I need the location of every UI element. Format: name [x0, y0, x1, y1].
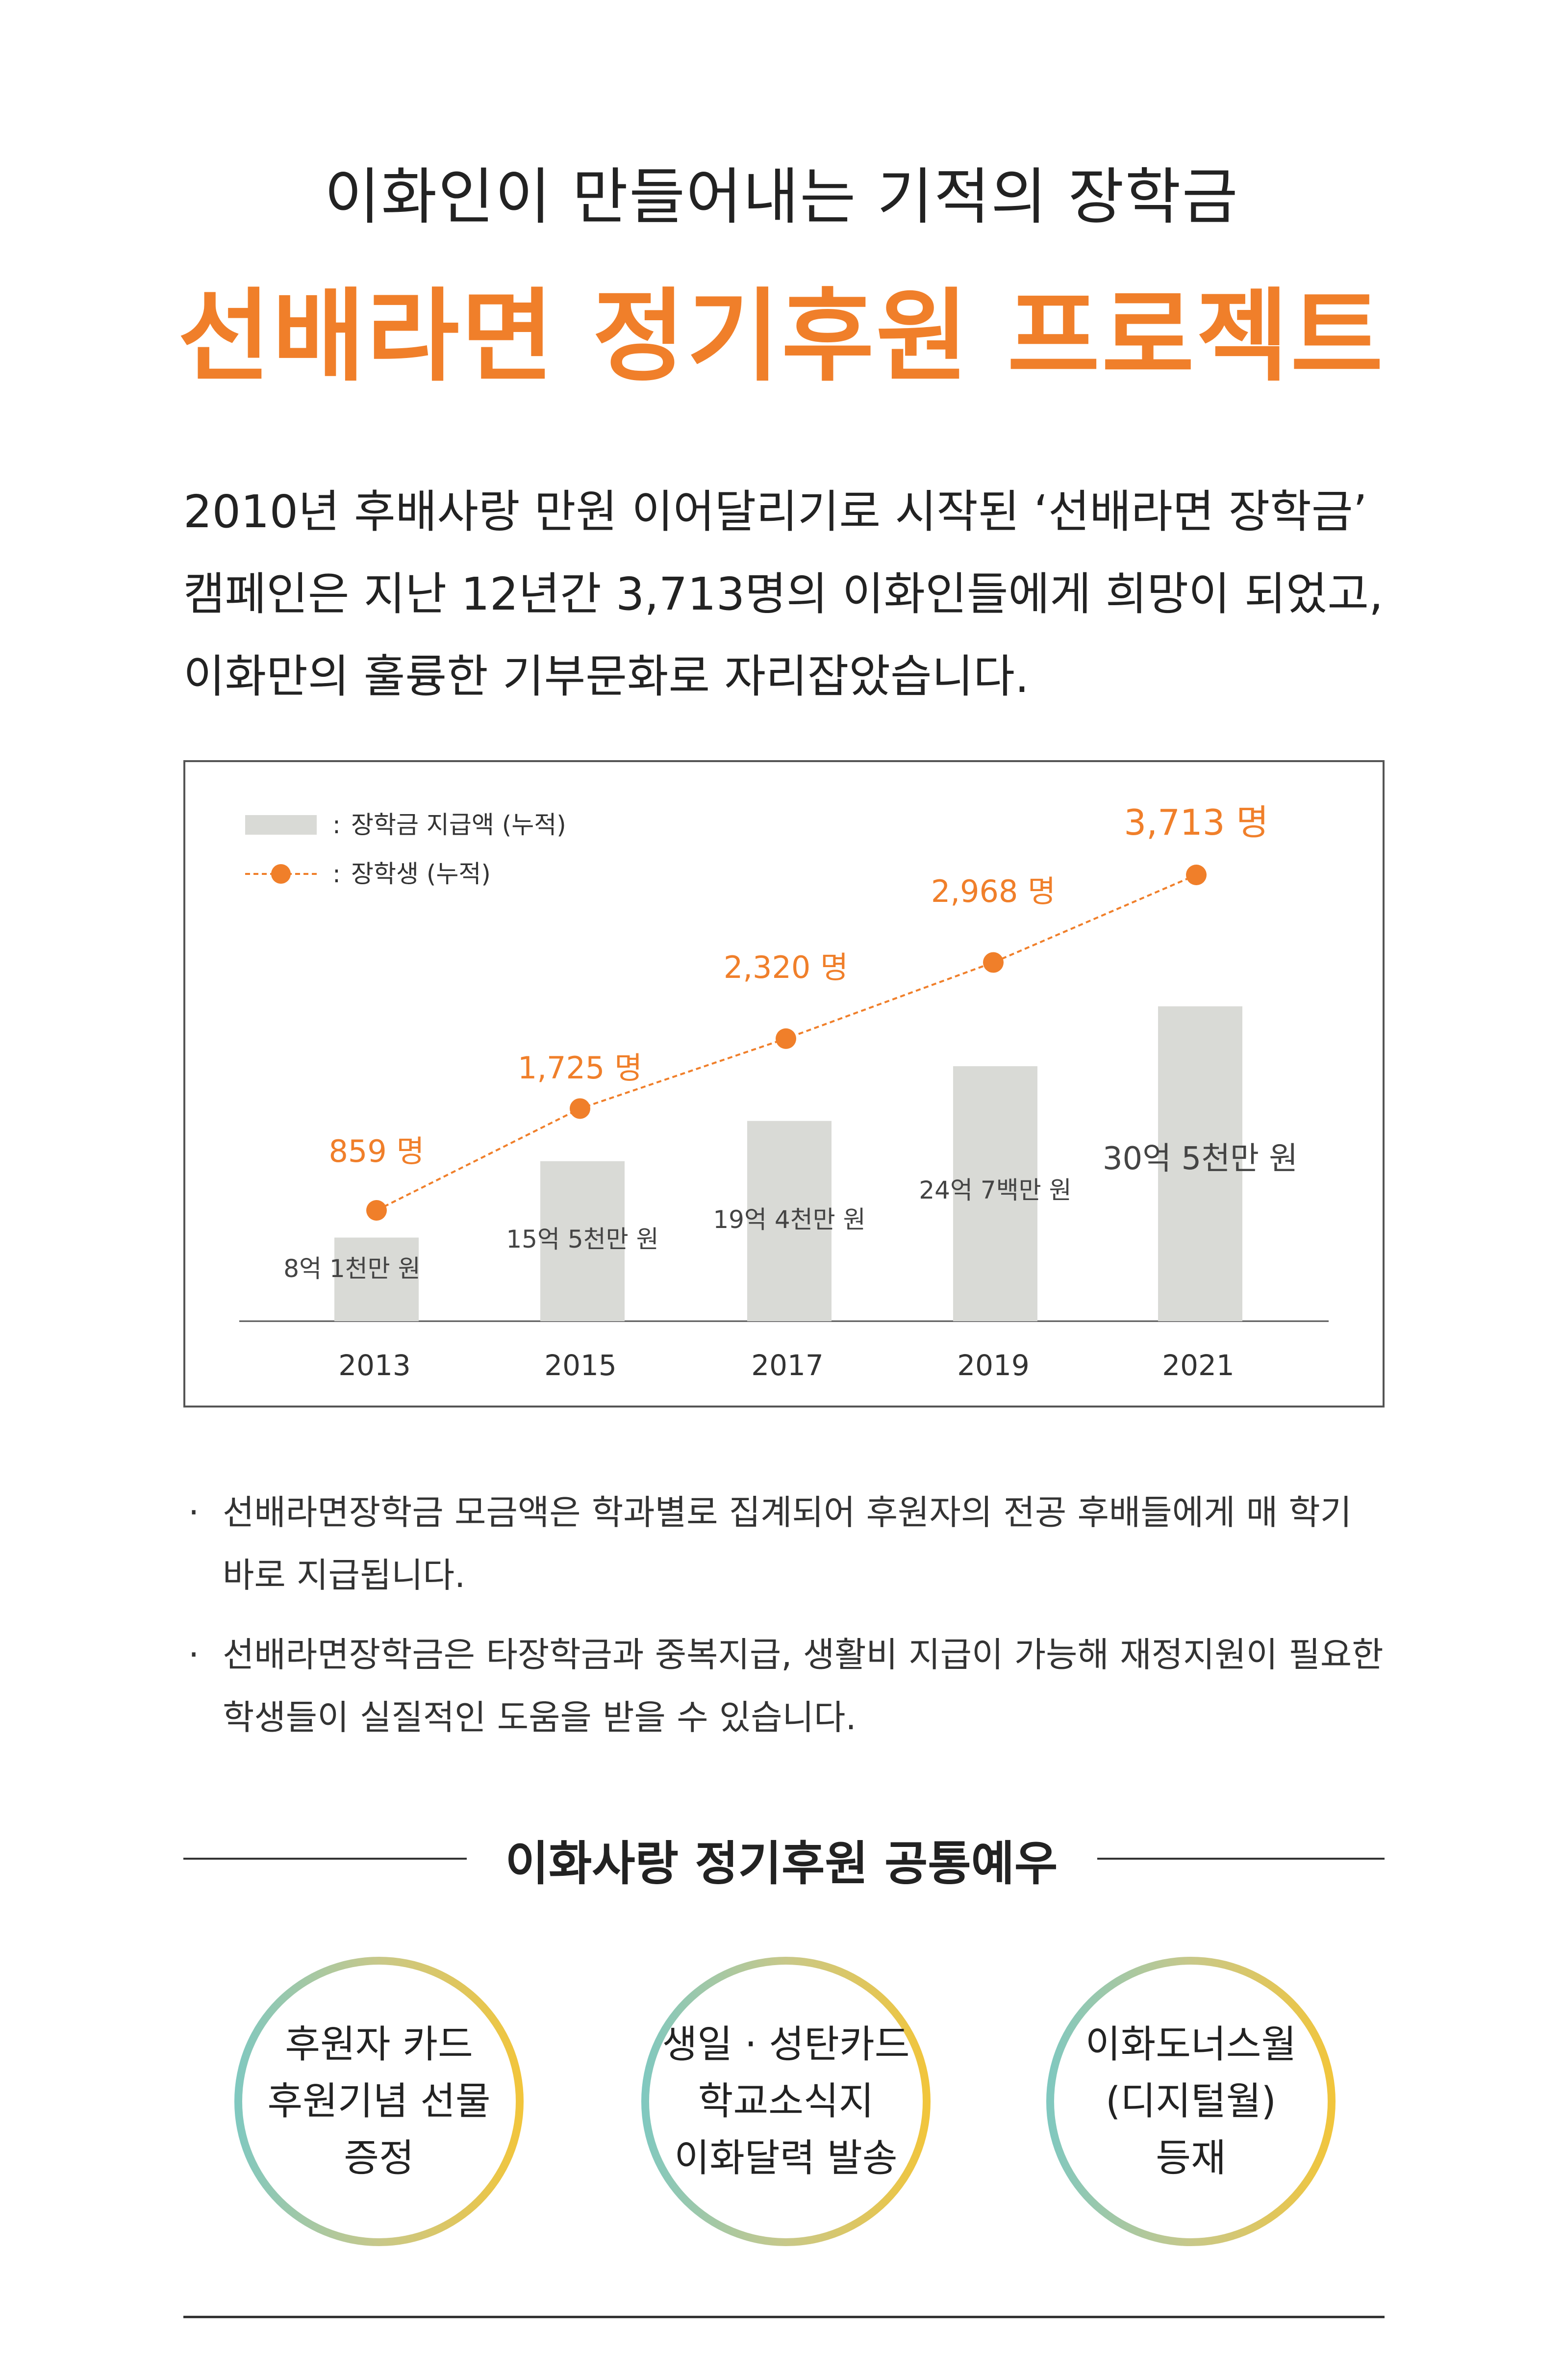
line-point [366, 1200, 387, 1221]
bar-value-label: 15억 5천만 원 [506, 1225, 658, 1254]
line-point [570, 1098, 590, 1119]
legend-label: 장학생 (누적) [351, 860, 491, 888]
bullet-line: 선배라면장학금 모금액은 학과별로 집계되어 후원자의 전공 후배들에게 매 학… [223, 1492, 1352, 1533]
x-tick-label: 2021 [1162, 1349, 1235, 1382]
section-divider-left [183, 1858, 467, 1860]
bar [953, 1066, 1037, 1321]
bullet-item: · 선배라면장학금은 타장학금과 중복지급, 생활비 지급이 가능해 재정지원이… [183, 1623, 1389, 1749]
legend-separator: : [332, 860, 341, 888]
benefit-circle: 생일 · 성탄카드 학교소식지 이화달력 발송 [641, 1957, 931, 2246]
bullet-marker: · [188, 1635, 200, 1675]
benefit-line: (디지털월) [1106, 2079, 1276, 2124]
section-divider-right [1097, 1858, 1385, 1860]
intro-line: 이화만의 훌륭한 기부문화로 자리잡았습니다. [183, 650, 1030, 703]
benefit-circle: 이화도너스월 (디지털월) 등재 [1046, 1957, 1336, 2246]
legend-label: 장학금 지급액 (누적) [351, 811, 566, 839]
benefit-line: 학교소식지 [698, 2079, 874, 2124]
line-point [776, 1028, 796, 1049]
benefit-line: 후원기념 선물 [267, 2079, 491, 2124]
bullet-item: · 선배라면장학금 모금액은 학과별로 집계되어 후원자의 전공 후배들에게 매… [183, 1481, 1389, 1607]
line-value-label: 3,713 명 [1124, 802, 1268, 843]
benefits-title: 이화사랑 정기후원 공통예우 [505, 1836, 1058, 1891]
page-title: 선배라면 정기후원 프로젝트 [178, 279, 1385, 395]
x-tick-label: 2015 [544, 1349, 617, 1382]
benefit-line: 이화도너스월 [1085, 2022, 1297, 2067]
benefit-line: 후원자 카드 [285, 2022, 473, 2067]
bullet-list: · 선배라면장학금 모금액은 학과별로 집계되어 후원자의 전공 후배들에게 매… [183, 1481, 1389, 1766]
line-value-label: 1,725 명 [518, 1050, 642, 1086]
bar-value-label: 19억 4천만 원 [713, 1205, 865, 1234]
bullet-line: 선배라면장학금은 타장학금과 중복지급, 생활비 지급이 가능해 재정지원이 필… [223, 1635, 1384, 1675]
intro-line: 2010년 후배사랑 만원 이어달리기로 시작된 ‘선배라면 장학금’ [183, 486, 1367, 538]
intro-line: 캠페인은 지난 12년간 3,713명의 이화인들에게 희망이 되었고, [183, 568, 1384, 620]
page-subtitle: 이화인이 만들어내는 기적의 장학금 [324, 162, 1239, 232]
bar-value-label: 30억 5천만 원 [1103, 1141, 1298, 1177]
intro-paragraph: 2010년 후배사랑 만원 이어달리기로 시작된 ‘선배라면 장학금’ 캠페인은… [183, 471, 1389, 718]
scholarship-chart: 8억 1천만 원 15억 5천만 원 19억 4천만 원 24억 7백만 원 30억 5… [239, 802, 1329, 1382]
legend-line-marker [271, 864, 291, 884]
benefit-line: 증정 [344, 2136, 414, 2180]
bullet-marker: · [188, 1492, 200, 1533]
benefit-circle: 후원자 카드 후원기념 선물 증정 [234, 1957, 524, 2246]
bar [747, 1121, 832, 1321]
benefit-line: 이화달력 발송 [674, 2136, 898, 2180]
bar [334, 1237, 419, 1321]
bullet-line: 바로 지급됩니다. [223, 1555, 466, 1595]
x-tick-label: 2019 [957, 1349, 1030, 1382]
legend-bar-swatch [245, 815, 317, 835]
bar [540, 1161, 625, 1321]
x-tick-label: 2013 [338, 1349, 411, 1382]
benefit-line: 등재 [1156, 2136, 1226, 2180]
line-value-label: 859 명 [328, 1133, 424, 1169]
bar-value-label: 24억 7백만 원 [919, 1176, 1071, 1204]
line-point [983, 952, 1004, 973]
benefit-line: 생일 · 성탄카드 [662, 2022, 910, 2067]
bar [1158, 1006, 1242, 1321]
bottom-divider [183, 2316, 1385, 2318]
bar-value-label: 8억 1천만 원 [283, 1254, 420, 1283]
legend-separator: : [332, 811, 341, 839]
line-value-label: 2,968 명 [931, 873, 1056, 909]
line-value-label: 2,320 명 [724, 949, 848, 985]
bullet-line: 학생들이 실질적인 도움을 받을 수 있습니다. [223, 1697, 857, 1738]
x-tick-label: 2017 [751, 1349, 824, 1382]
line-point [1186, 865, 1207, 885]
chart-frame: 8억 1천만 원 15억 5천만 원 19억 4천만 원 24억 7백만 원 30억 5… [183, 760, 1385, 1408]
